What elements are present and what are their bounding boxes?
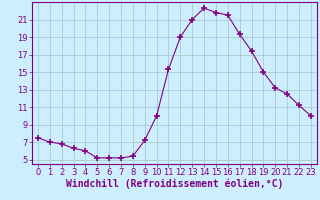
X-axis label: Windchill (Refroidissement éolien,°C): Windchill (Refroidissement éolien,°C)	[66, 179, 283, 189]
